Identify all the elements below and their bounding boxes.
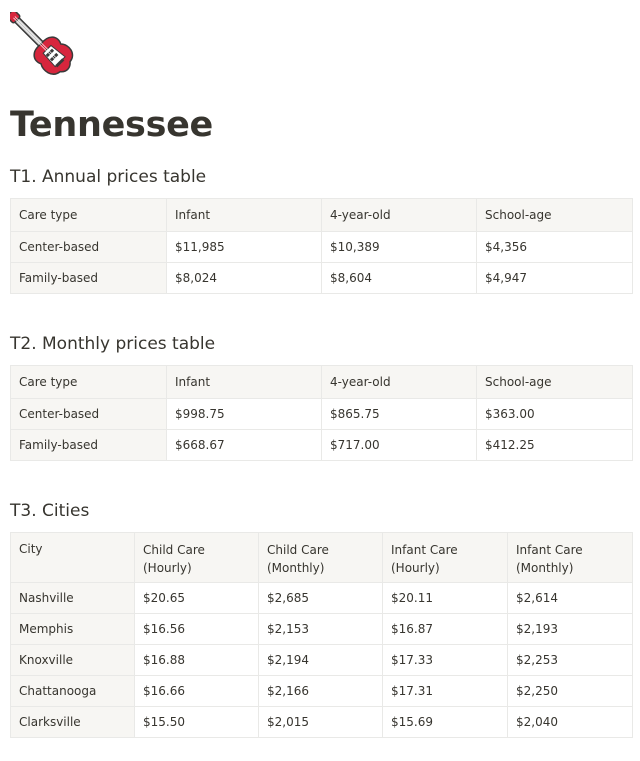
column-header-label: Child Care	[267, 542, 329, 557]
table-cell: $16.88	[134, 644, 259, 676]
row-label: Family-based	[10, 262, 167, 294]
column-header-label: Infant Care	[391, 542, 458, 557]
column-header-sublabel: (Monthly)	[267, 560, 325, 575]
table-cell: $2,015	[258, 706, 383, 738]
table-cell: $412.25	[476, 429, 633, 461]
row-label: Center-based	[10, 398, 167, 430]
table-header-row: City Child Care (Hourly) Child Care (Month…	[10, 532, 633, 583]
table-cell: $16.66	[134, 675, 259, 707]
table-cell: $998.75	[166, 398, 322, 430]
table-cell: $11,985	[166, 231, 322, 263]
row-label: Nashville	[10, 582, 135, 614]
row-label: Clarksville	[10, 706, 135, 738]
table-row: Clarksville $15.50 $2,015 $15.69 $2,040	[10, 706, 633, 738]
column-header: Child Care (Monthly)	[258, 532, 383, 583]
page-content: Tennessee T1. Annual prices table Care t…	[10, 12, 633, 738]
column-header: 4-year-old	[321, 198, 477, 232]
row-label: Family-based	[10, 429, 167, 461]
table-cell: $363.00	[476, 398, 633, 430]
column-header-label: Child Care	[143, 542, 205, 557]
table-cell: $10,389	[321, 231, 477, 263]
table-header-row: Care type Infant 4-year-old School-age	[10, 365, 633, 399]
table-cell: $17.33	[382, 644, 508, 676]
column-header-label: Infant Care	[516, 542, 583, 557]
column-header: Infant	[166, 198, 322, 232]
table-cell: $8,024	[166, 262, 322, 294]
table-row: Nashville $20.65 $2,685 $20.11 $2,614	[10, 582, 633, 614]
column-header-sublabel: (Hourly)	[391, 560, 440, 575]
column-header: 4-year-old	[321, 365, 477, 399]
table-cell: $2,040	[507, 706, 633, 738]
table-cell: $16.56	[134, 613, 259, 645]
column-header: Infant Care (Monthly)	[507, 532, 633, 583]
table-cell: $2,250	[507, 675, 633, 707]
table-row: Center-based $998.75 $865.75 $363.00	[10, 398, 633, 430]
table-cell: $15.69	[382, 706, 508, 738]
column-header: Child Care (Hourly)	[134, 532, 259, 583]
row-label: Chattanooga	[10, 675, 135, 707]
column-header: School-age	[476, 365, 633, 399]
column-header: School-age	[476, 198, 633, 232]
table-row: Center-based $11,985 $10,389 $4,356	[10, 231, 633, 263]
table-cell: $2,253	[507, 644, 633, 676]
table-cell: $717.00	[321, 429, 477, 461]
table-cell: $20.65	[134, 582, 259, 614]
t1-title: T1. Annual prices table	[10, 167, 207, 187]
column-header: Care type	[10, 365, 167, 399]
table-cell: $17.31	[382, 675, 508, 707]
table-cell: $16.87	[382, 613, 508, 645]
table-row: Family-based $8,024 $8,604 $4,947	[10, 262, 633, 294]
table-cell: $2,614	[507, 582, 633, 614]
table-cell: $15.50	[134, 706, 259, 738]
column-header: Care type	[10, 198, 167, 232]
table-cell: $2,153	[258, 613, 383, 645]
table-cell: $4,356	[476, 231, 633, 263]
table-cell: $2,166	[258, 675, 383, 707]
table-cell: $668.67	[166, 429, 322, 461]
annual-prices-table: Care type Infant 4-year-old School-age C…	[10, 198, 633, 294]
column-header: City	[10, 532, 135, 583]
row-label: Memphis	[10, 613, 135, 645]
table-cell: $2,685	[258, 582, 383, 614]
table-header-row: Care type Infant 4-year-old School-age	[10, 198, 633, 232]
t2-title: T2. Monthly prices table	[10, 334, 216, 354]
table-cell: $2,193	[507, 613, 633, 645]
column-header-sublabel: (Monthly)	[516, 560, 574, 575]
table-row: Memphis $16.56 $2,153 $16.87 $2,193	[10, 613, 633, 645]
page-title: Tennessee	[10, 105, 213, 145]
t3-title: T3. Cities	[10, 501, 90, 521]
table-cell: $8,604	[321, 262, 477, 294]
column-header: Infant	[166, 365, 322, 399]
row-label: Knoxville	[10, 644, 135, 676]
column-header-sublabel: (Hourly)	[143, 560, 192, 575]
cities-table: City Child Care (Hourly) Child Care (Month…	[10, 532, 633, 738]
table-cell: $2,194	[258, 644, 383, 676]
monthly-prices-table: Care type Infant 4-year-old School-age C…	[10, 365, 633, 461]
electric-guitar-icon	[10, 12, 74, 75]
table-cell: $4,947	[476, 262, 633, 294]
table-row: Chattanooga $16.66 $2,166 $17.31 $2,250	[10, 675, 633, 707]
column-header: Infant Care (Hourly)	[382, 532, 508, 583]
table-row: Knoxville $16.88 $2,194 $17.33 $2,253	[10, 644, 633, 676]
table-cell: $865.75	[321, 398, 477, 430]
row-label: Center-based	[10, 231, 167, 263]
column-header-label: City	[19, 542, 43, 556]
table-cell: $20.11	[382, 582, 508, 614]
table-row: Family-based $668.67 $717.00 $412.25	[10, 429, 633, 461]
